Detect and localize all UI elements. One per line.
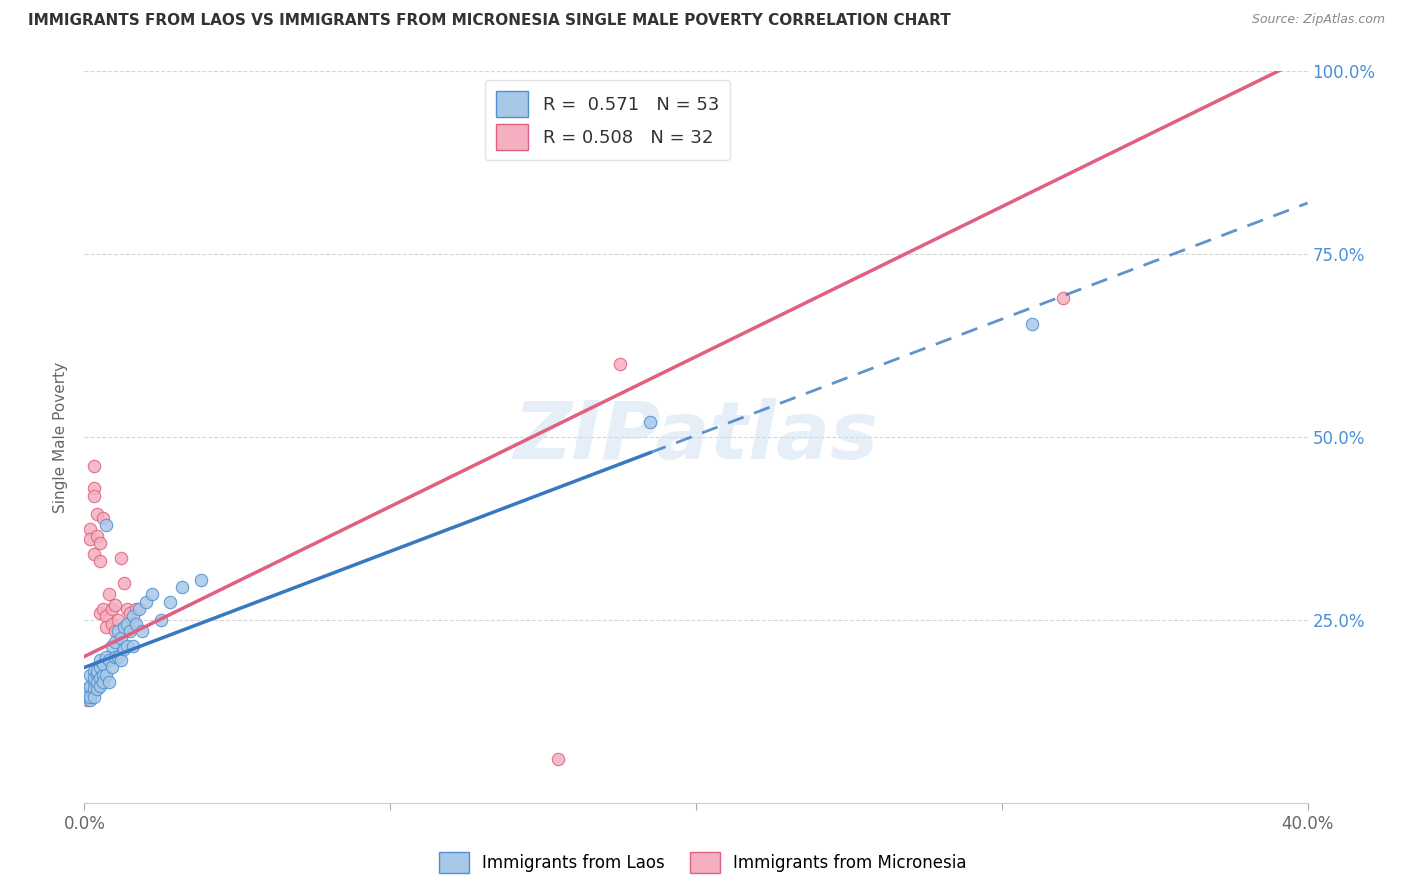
Point [83,481,105,495]
Point [149,613,172,627]
Point [110,550,132,565]
Point [104,635,127,649]
Point [609,357,631,371]
Point [125,616,148,631]
Point [79,693,101,707]
Point [89,660,111,674]
Point [91,657,114,671]
Point [83,672,105,686]
Point [83,547,105,561]
Legend: R =  0.571   N = 53, R = 0.508   N = 32: R = 0.571 N = 53, R = 0.508 N = 32 [485,80,730,161]
Text: IMMIGRANTS FROM LAOS VS IMMIGRANTS FROM MICRONESIA SINGLE MALE POVERTY CORRELATI: IMMIGRANTS FROM LAOS VS IMMIGRANTS FROM … [28,13,950,29]
Point [91,510,114,524]
Point [122,639,145,653]
Point [1052,291,1074,305]
Point [79,679,101,693]
Point [112,620,135,634]
Y-axis label: Single Male Poverty: Single Male Poverty [53,361,69,513]
Point [115,639,138,653]
Point [120,624,142,638]
Point [112,642,135,657]
Point [94,609,117,624]
Point [107,624,129,638]
Point [83,489,105,503]
Point [110,632,132,646]
Point [86,529,108,543]
Point [83,682,105,697]
Point [89,653,111,667]
Point [89,679,111,693]
Point [86,507,108,521]
Point [83,675,105,690]
Point [135,594,157,608]
Point [86,682,108,697]
Point [91,667,114,681]
Point [112,576,135,591]
Point [97,587,120,601]
Point [547,752,569,766]
Point [131,624,153,638]
Point [79,667,101,681]
Point [76,682,98,697]
Point [79,533,101,547]
Point [1021,317,1043,331]
Point [94,620,117,634]
Text: Source: ZipAtlas.com: Source: ZipAtlas.com [1251,13,1385,27]
Point [86,675,108,690]
Point [79,690,101,704]
Point [86,667,108,681]
Point [89,536,111,550]
Point [76,693,98,707]
Point [101,660,124,674]
Point [122,616,145,631]
Point [91,675,114,690]
Point [86,664,108,678]
Point [83,690,105,704]
Point [190,573,212,587]
Point [89,606,111,620]
Point [94,517,117,532]
Point [638,416,661,430]
Point [97,653,120,667]
Point [89,672,111,686]
Text: ZIPatlas: ZIPatlas [513,398,879,476]
Point [91,602,114,616]
Point [120,606,142,620]
Point [115,602,138,616]
Point [159,594,181,608]
Point [83,664,105,678]
Point [104,599,127,613]
Point [172,580,194,594]
Point [128,602,150,616]
Point [110,653,132,667]
Point [107,613,129,627]
Point [104,649,127,664]
Point [141,587,163,601]
Point [104,624,127,638]
Point [122,609,145,624]
Point [115,616,138,631]
Point [76,690,98,704]
Point [97,675,120,690]
Point [94,667,117,681]
Point [107,649,129,664]
Point [101,602,124,616]
Point [94,649,117,664]
Point [125,602,148,616]
Point [76,682,98,697]
Point [89,554,111,568]
Point [83,459,105,474]
Point [79,521,101,535]
Legend: Immigrants from Laos, Immigrants from Micronesia: Immigrants from Laos, Immigrants from Mi… [433,846,973,880]
Point [101,639,124,653]
Point [101,616,124,631]
